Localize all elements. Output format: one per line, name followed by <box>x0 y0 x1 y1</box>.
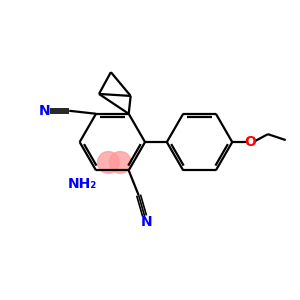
Text: N: N <box>141 215 152 229</box>
Ellipse shape <box>110 152 131 173</box>
Ellipse shape <box>98 152 119 173</box>
Text: NH₂: NH₂ <box>68 177 97 191</box>
Text: O: O <box>244 135 256 149</box>
Text: N: N <box>39 104 50 118</box>
